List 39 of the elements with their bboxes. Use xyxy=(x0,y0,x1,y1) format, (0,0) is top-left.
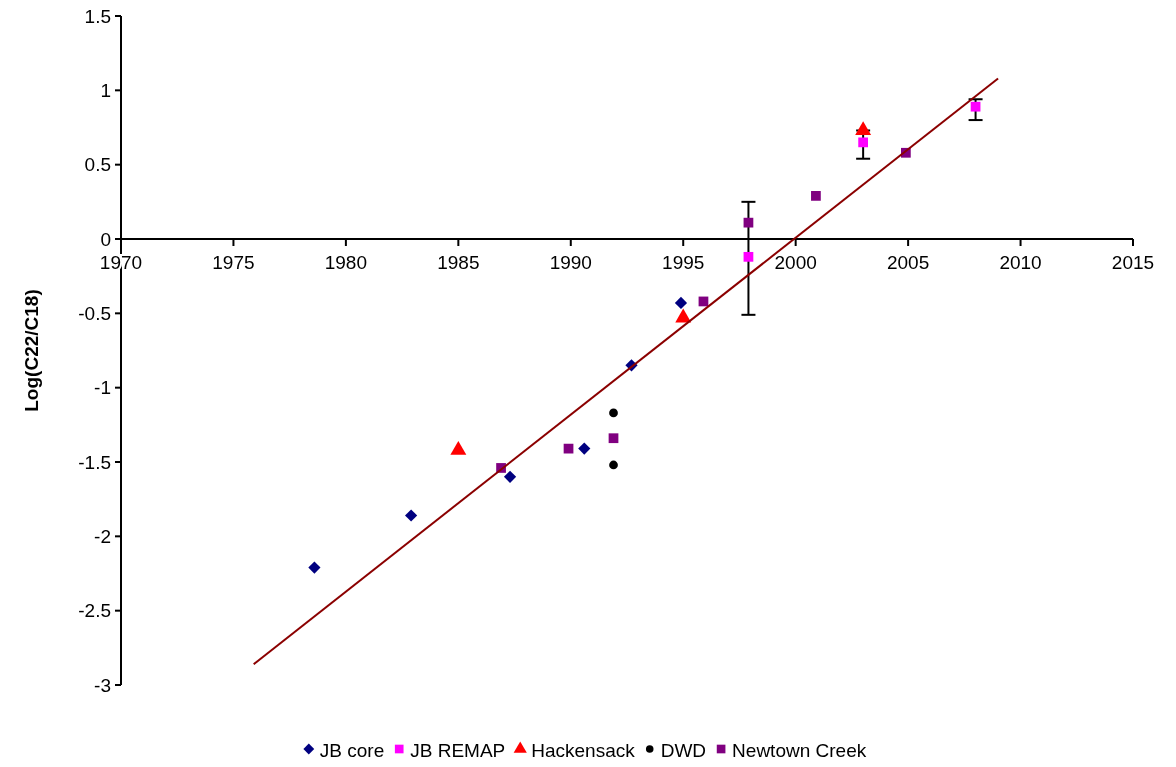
x-tick-label: 2015 xyxy=(1111,252,1155,273)
point xyxy=(743,217,754,228)
legend-label: Hackensack xyxy=(531,739,636,761)
point xyxy=(970,101,981,112)
x-tick-label: 1975 xyxy=(212,252,255,273)
legend-label: DWD xyxy=(660,739,707,761)
point xyxy=(743,251,754,262)
legend-label: JB REMAP xyxy=(410,739,506,761)
y-tick-label: -1 xyxy=(94,377,111,399)
point xyxy=(811,191,821,201)
x-tick-label: 2010 xyxy=(999,252,1042,273)
legend-label: JB core xyxy=(319,739,385,761)
x-tick-label: 1985 xyxy=(437,252,480,273)
x-tick-label: 1990 xyxy=(549,252,592,273)
y-tick-label: -1.5 xyxy=(78,451,111,473)
point xyxy=(609,408,618,418)
point xyxy=(503,470,517,483)
point xyxy=(858,137,869,148)
y-tick-label: -0.5 xyxy=(78,302,111,324)
y-tick-label: 0 xyxy=(100,228,111,250)
y-tick-label: 1.5 xyxy=(84,5,111,27)
x-tick-label: 2000 xyxy=(774,252,817,273)
point xyxy=(405,509,418,522)
point xyxy=(578,442,591,455)
point xyxy=(308,561,321,574)
point xyxy=(608,433,619,444)
y-tick-label: -3 xyxy=(94,674,111,696)
point xyxy=(609,460,618,470)
y-tick-label: 1 xyxy=(100,79,111,101)
x-tick-label: 2005 xyxy=(886,252,930,273)
y-axis-title: Log(C22/C18) xyxy=(21,289,42,412)
y-tick-label: 0.5 xyxy=(84,154,111,176)
legend-label: Newtown Creek xyxy=(732,739,867,761)
y-tick-label: -2 xyxy=(94,525,111,547)
point xyxy=(855,121,872,136)
point xyxy=(674,296,688,310)
x-tick-label: 1995 xyxy=(662,252,705,273)
x-tick-label: 1980 xyxy=(324,252,368,273)
y-tick-label: -2.5 xyxy=(78,600,111,622)
